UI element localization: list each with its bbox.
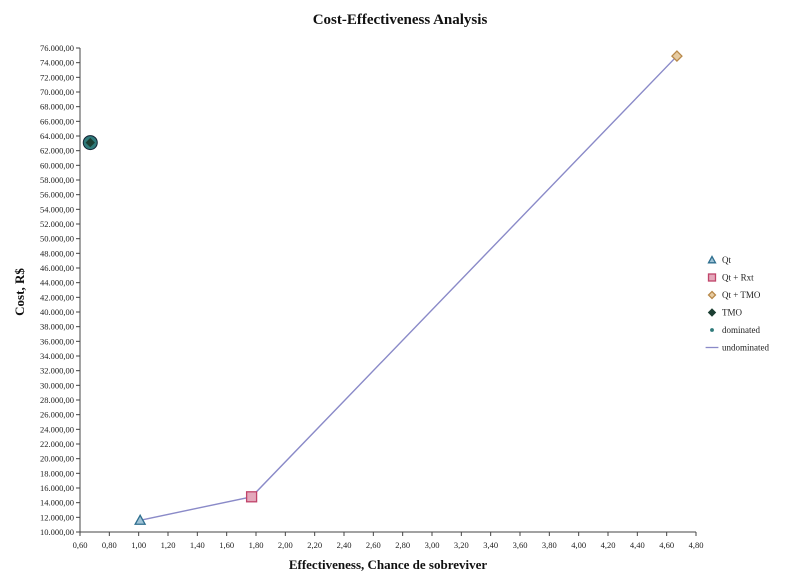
y-tick-label: 76.000,00	[40, 43, 74, 53]
x-tick-label: 3,20	[454, 540, 469, 550]
y-tick-label: 36.000,00	[40, 336, 74, 346]
legend-label: Qt + Rxt	[722, 273, 754, 283]
legend-marker	[707, 290, 717, 300]
x-tick-label: 3,60	[513, 540, 528, 550]
y-tick-label: 28.000,00	[40, 395, 74, 405]
point-qt-tmo	[671, 50, 683, 62]
x-tick-label: 4,00	[571, 540, 586, 550]
x-tick-label: 3,00	[425, 540, 440, 550]
point-qt	[134, 513, 147, 525]
x-tick-label: 2,40	[337, 540, 352, 550]
y-tick-label: 54.000,00	[40, 204, 74, 214]
legend-marker	[707, 308, 717, 317]
y-tick-label: 60.000,00	[40, 160, 74, 170]
x-tick-label: 4,80	[689, 540, 704, 550]
point-qt-rxt	[245, 491, 258, 503]
x-axis-title: Effectiveness, Chance de sobreviver	[289, 557, 488, 572]
data-points	[82, 50, 683, 525]
y-tick-label: 12.000,00	[40, 512, 74, 522]
x-ticks: 0,60 0,80 1,00 1,20 1,40 1,60 1,80 2,00 2,20 2,40…	[73, 532, 704, 550]
point-tmo	[85, 137, 95, 148]
y-tick-label: 10.000,00	[40, 527, 74, 537]
y-tick-label: 38.000,00	[40, 322, 74, 332]
y-tick-label: 42.000,00	[40, 292, 74, 302]
y-tick-label: 34.000,00	[40, 351, 74, 361]
y-tick-label: 18.000,00	[40, 468, 74, 478]
y-tick-label: 20.000,00	[40, 454, 74, 464]
x-tick-label: 2,20	[307, 540, 322, 550]
x-tick-label: 1,80	[249, 540, 264, 550]
x-tick-label: 1,40	[190, 540, 205, 550]
y-tick-label: 48.000,00	[40, 248, 74, 258]
y-tick-label: 72.000,00	[40, 72, 74, 82]
frontier-line	[139, 55, 678, 521]
legend-marker	[707, 255, 717, 264]
legend-label: Qt + TMO	[722, 290, 761, 300]
undominated-frontier	[139, 55, 678, 521]
chart-title: Cost-Effectiveness Analysis	[313, 12, 488, 28]
y-tick-label: 64.000,00	[40, 131, 74, 141]
x-tick-label: 1,60	[219, 540, 234, 550]
legend-label: TMO	[722, 308, 743, 318]
legend-marker	[710, 328, 714, 332]
x-tick-label: 2,60	[366, 540, 381, 550]
x-tick-label: 4,60	[659, 540, 674, 550]
x-tick-label: 0,80	[102, 540, 117, 550]
y-tick-label: 50.000,00	[40, 234, 74, 244]
legend: Qt Qt + Rxt Qt + TMO TMO dominated undominate…	[705, 255, 769, 353]
legend-marker	[707, 273, 717, 282]
x-tick-label: 1,20	[161, 540, 176, 550]
y-tick-label: 40.000,00	[40, 307, 74, 317]
y-tick-label: 56.000,00	[40, 190, 74, 200]
y-tick-label: 74.000,00	[40, 58, 74, 68]
x-tick-label: 0,60	[73, 540, 88, 550]
y-tick-label: 24.000,00	[40, 424, 74, 434]
x-tick-label: 4,40	[630, 540, 645, 550]
y-tick-label: 32.000,00	[40, 366, 74, 376]
x-tick-label: 1,00	[131, 540, 146, 550]
y-tick-label: 30.000,00	[40, 380, 74, 390]
y-tick-label: 62.000,00	[40, 146, 74, 156]
y-tick-label: 44.000,00	[40, 278, 74, 288]
y-tick-label: 16.000,00	[40, 483, 74, 493]
x-tick-label: 4,20	[601, 540, 616, 550]
y-ticks: 10.000,00 12.000,00 14.000,00 16.000,00 18.0…	[40, 43, 80, 537]
legend-label: Qt	[722, 255, 731, 265]
y-tick-label: 52.000,00	[40, 219, 74, 229]
axes	[79, 48, 696, 533]
legend-label: undominated	[722, 343, 769, 353]
y-tick-label: 14.000,00	[40, 498, 74, 508]
x-tick-label: 3,80	[542, 540, 557, 550]
y-tick-label: 66.000,00	[40, 116, 74, 126]
y-axis-title: Cost, R$	[12, 268, 27, 316]
y-tick-label: 22.000,00	[40, 439, 74, 449]
legend-label: dominated	[722, 325, 760, 335]
x-tick-label: 2,00	[278, 540, 293, 550]
y-tick-label: 58.000,00	[40, 175, 74, 185]
y-tick-label: 68.000,00	[40, 102, 74, 112]
x-tick-label: 2,80	[395, 540, 410, 550]
y-tick-label: 26.000,00	[40, 410, 74, 420]
y-tick-label: 46.000,00	[40, 263, 74, 273]
x-tick-label: 3,40	[483, 540, 498, 550]
y-tick-label: 70.000,00	[40, 87, 74, 97]
